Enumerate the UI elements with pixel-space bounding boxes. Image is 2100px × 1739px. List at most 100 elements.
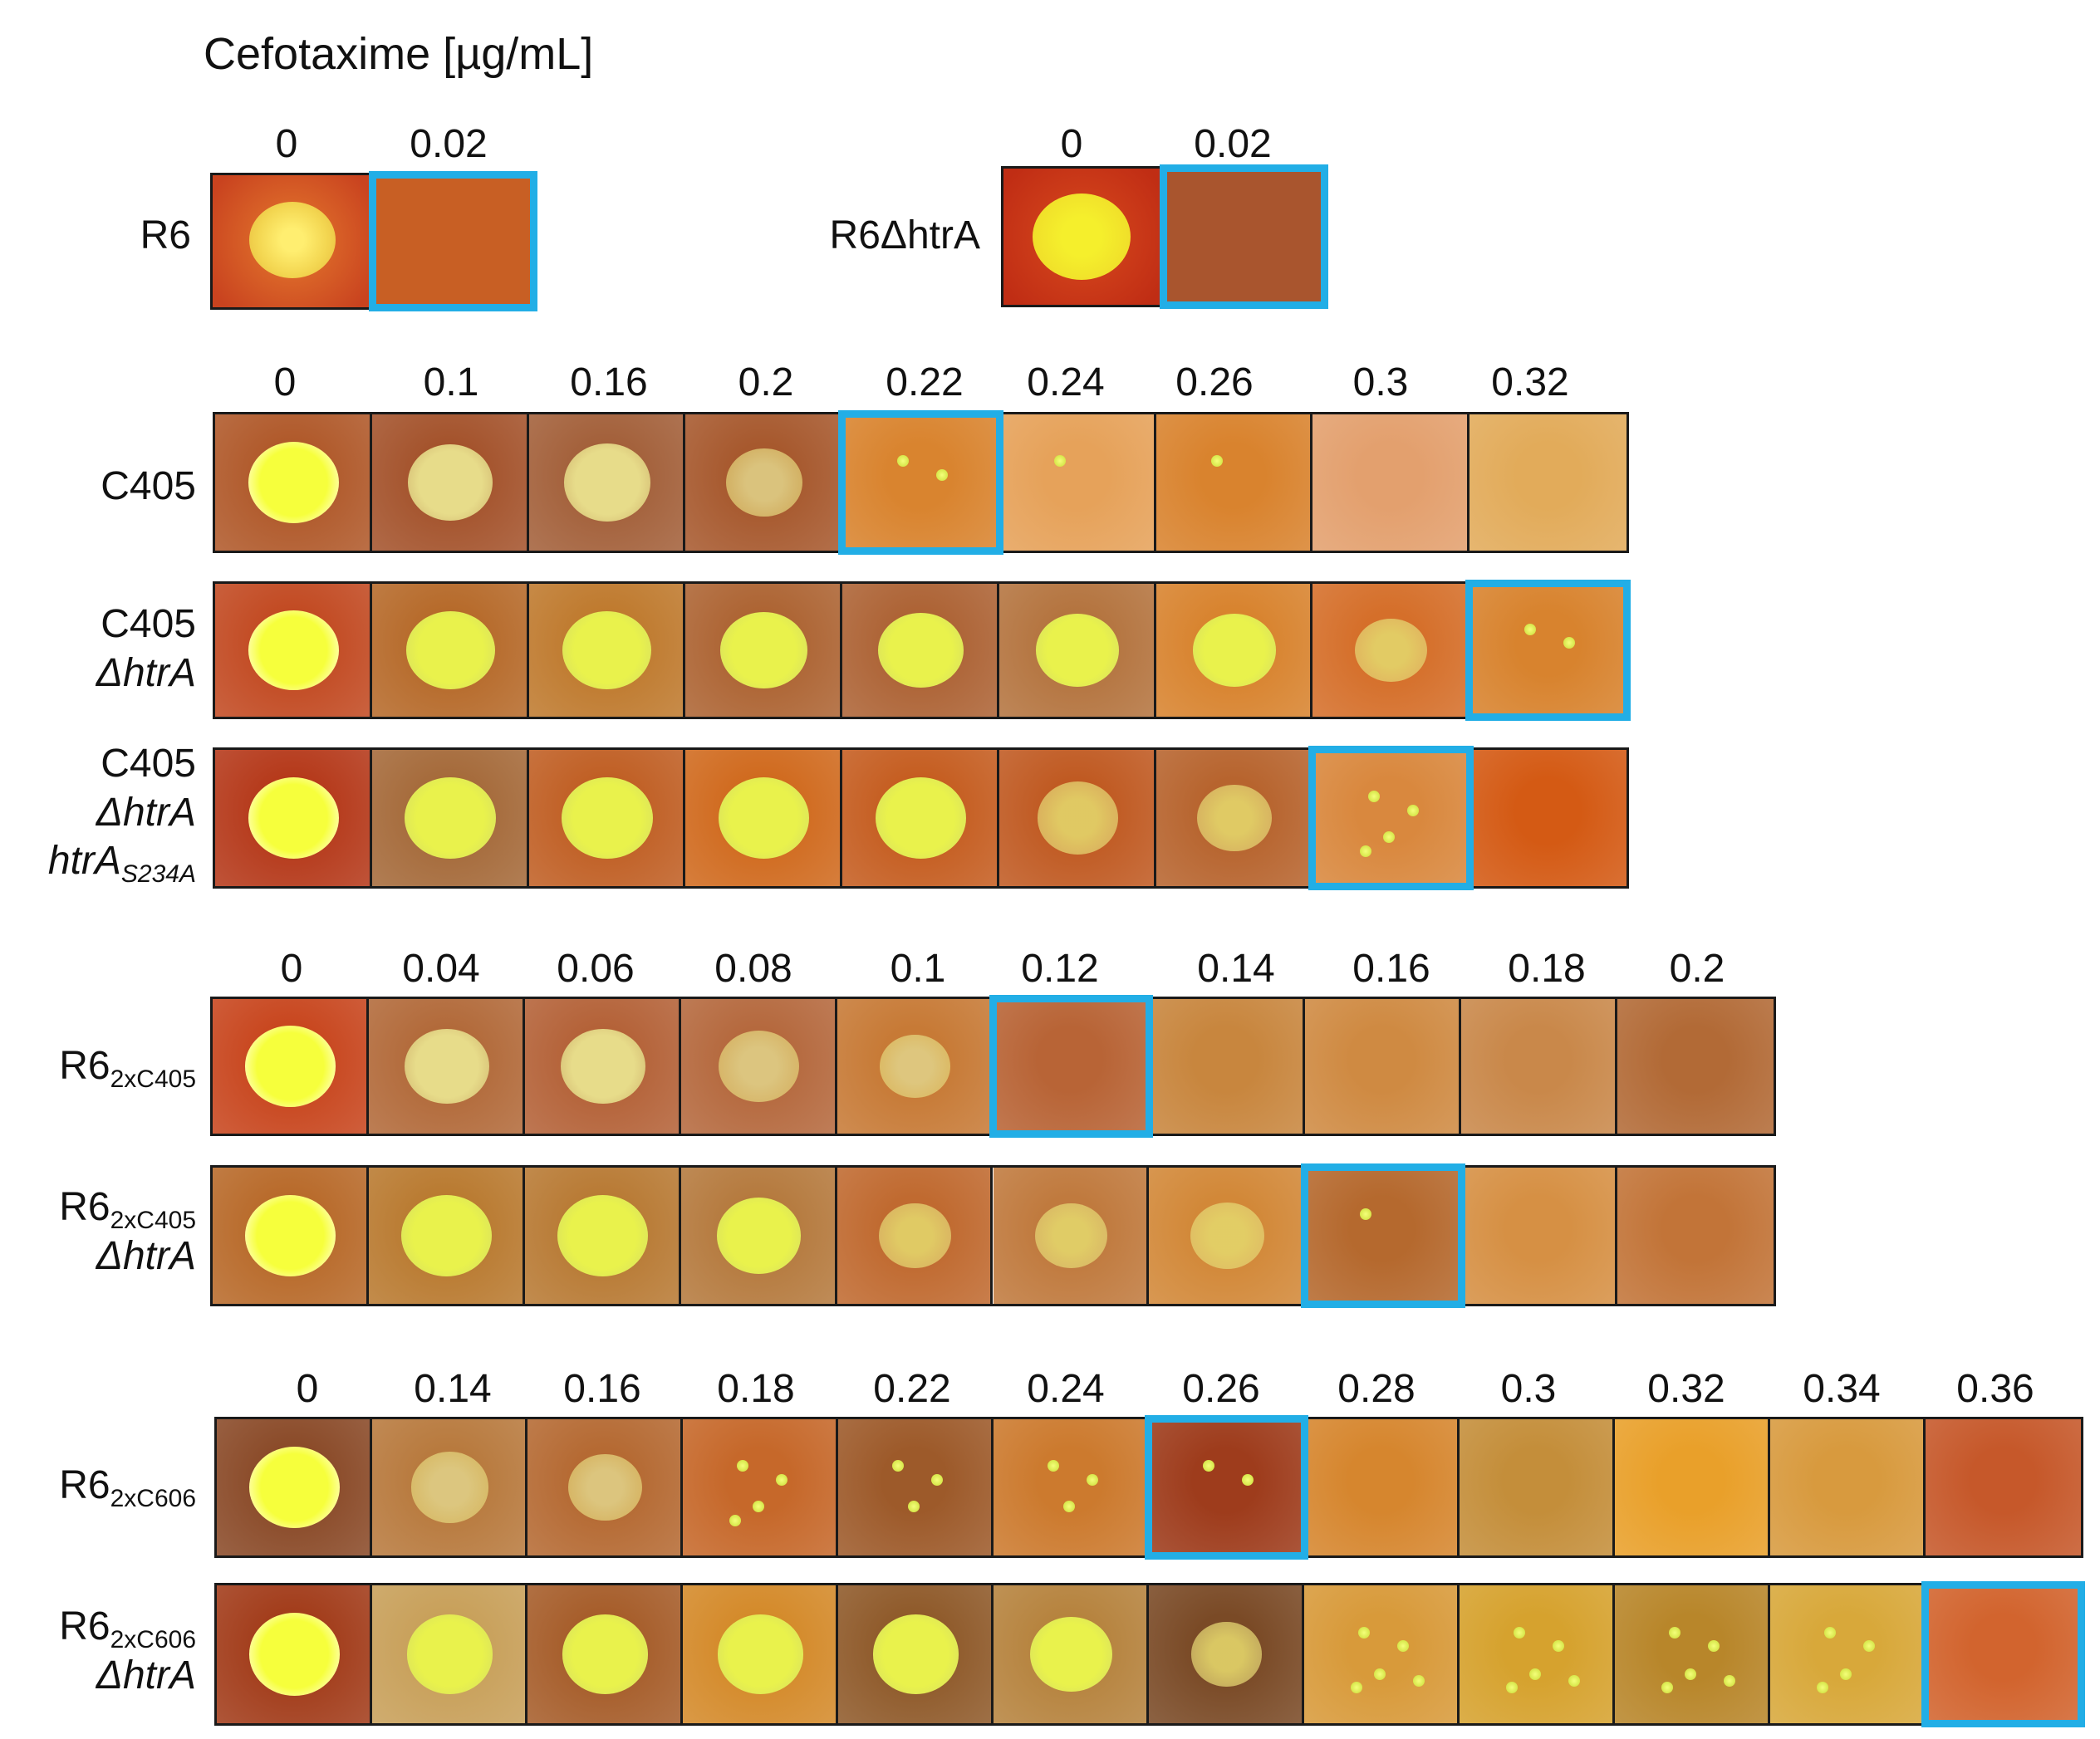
concentration-label: 0.16 <box>570 360 648 404</box>
plate-c405-s234a-0 <box>215 750 372 886</box>
plate-row-c405 <box>213 410 1629 555</box>
colony <box>1568 1674 1580 1687</box>
concentration-label: 0.1 <box>890 947 946 991</box>
bacterial-lawn <box>879 1203 951 1269</box>
bacterial-lawn <box>1197 784 1272 852</box>
plate-c405-s234a-0.16 <box>528 750 686 886</box>
bacterial-lawn <box>245 1194 336 1277</box>
colony <box>1360 845 1372 857</box>
bacterial-lawn <box>877 612 964 688</box>
strain-label-r6-2xc405-htra: R62xC405 ΔhtrA <box>59 1185 196 1278</box>
plate-r6-2xc405-htra-0.06 <box>524 1168 681 1304</box>
plate-c405-s234a-0.22 <box>842 750 999 886</box>
bacterial-lawn <box>725 448 802 517</box>
plate-c405-htra-0.22 <box>842 584 999 717</box>
colony <box>1563 637 1576 649</box>
plate-c405-0.3 <box>1312 414 1470 551</box>
plate-r6-2xc606-htra-0.18 <box>683 1585 838 1723</box>
colony <box>1669 1626 1681 1639</box>
plate-r6-2xc405-0.2 <box>1617 999 1774 1134</box>
plate-r6-2xc606-0.18 <box>683 1419 838 1555</box>
colony <box>1374 1668 1386 1680</box>
colony <box>1210 455 1223 468</box>
plate-r6-2xc606-0.24 <box>994 1419 1149 1555</box>
plate-r6-2xc606-htra-0.28 <box>1304 1585 1460 1723</box>
colony <box>1406 804 1419 816</box>
plate-c405-s234a-0.2 <box>685 750 843 886</box>
colony <box>737 1460 749 1472</box>
concentration-label: 0.12 <box>1021 947 1099 991</box>
colony <box>729 1514 742 1526</box>
concentration-label: 0.2 <box>738 360 794 404</box>
plate-c405-htra-0.2 <box>685 584 843 717</box>
plate-r6-2xc405-0.08 <box>680 999 837 1134</box>
colony <box>908 1501 920 1513</box>
plate-c405-htra-0.1 <box>371 584 529 717</box>
plate-r6-2xc606-0.34 <box>1770 1419 1926 1555</box>
bacterial-lawn <box>248 441 340 524</box>
bacterial-lawn <box>405 776 496 860</box>
bacterial-lawn <box>557 1194 649 1277</box>
colony <box>897 455 910 468</box>
plate-c405-htra-0.3 <box>1312 584 1470 717</box>
plate-r6-0.02 <box>369 171 537 311</box>
colony <box>936 468 949 481</box>
colony <box>1063 1501 1076 1513</box>
colony <box>1412 1674 1425 1687</box>
colony <box>1367 791 1380 803</box>
concentration-label: 0 <box>273 360 297 404</box>
colony <box>1524 624 1537 635</box>
plate-r6-2xc405-htra-0.14 <box>1149 1168 1306 1304</box>
concentration-label: 0.16 <box>563 1367 641 1411</box>
bacterial-lawn <box>1030 1616 1112 1692</box>
colony <box>1840 1668 1852 1680</box>
concentration-label: 0.28 <box>1337 1367 1416 1411</box>
bacterial-lawn <box>1193 614 1276 687</box>
plate-r6-2xc405-0.06 <box>524 999 681 1134</box>
colony <box>1708 1640 1720 1653</box>
colony <box>1358 1626 1371 1639</box>
plate-row-r6-htra <box>1001 164 1328 309</box>
concentration-label: 0.3 <box>1352 360 1409 404</box>
plate-r6-2xc606-htra-0.36 <box>1921 1581 2085 1727</box>
colony <box>1817 1682 1829 1694</box>
colony <box>753 1501 765 1513</box>
bacterial-lawn <box>406 1614 493 1694</box>
colony <box>1863 1640 1876 1653</box>
plate-row-r6-2xc405 <box>210 995 1776 1138</box>
concentration-label: 0 <box>280 947 303 991</box>
colony <box>1048 1460 1060 1472</box>
strain-label-r6-2xc606-htra: R62xC606 ΔhtrA <box>59 1604 196 1697</box>
bacterial-lawn <box>1034 1203 1107 1269</box>
plate-r6-2xc606-0.22 <box>838 1419 994 1555</box>
strain-label-r6-htra: R6ΔhtrA <box>829 213 980 257</box>
bacterial-lawn <box>720 612 807 688</box>
concentration-label: 0.34 <box>1803 1367 1881 1411</box>
plate-c405-s234a-0.26 <box>1155 750 1313 886</box>
concentration-label: 0.26 <box>1182 1367 1260 1411</box>
plate-r6-2xc405-0.04 <box>368 999 525 1134</box>
colony <box>1553 1640 1565 1653</box>
plate-r6-2xc606-0.28 <box>1304 1419 1460 1555</box>
plate-r6-2xc606-htra-0.24 <box>994 1585 1149 1723</box>
bacterial-lawn <box>1036 614 1120 687</box>
colony <box>1723 1674 1735 1687</box>
plate-r6-2xc405-htra-0.1 <box>837 1168 994 1304</box>
plate-r6-2xc606-0.14 <box>372 1419 527 1555</box>
strain-label-r6-2xc606: R62xC606 <box>59 1463 196 1512</box>
concentration-label: 0.22 <box>886 360 964 404</box>
concentration-label: 0.32 <box>1647 1367 1725 1411</box>
colony <box>1351 1682 1363 1694</box>
plate-row-r6-2xc405-htra <box>210 1163 1776 1308</box>
plate-r6-2xc405-0.16 <box>1305 999 1462 1134</box>
plate-r6-0 <box>213 175 373 307</box>
colony <box>892 1460 905 1472</box>
concentration-label: 0.18 <box>1508 947 1586 991</box>
plate-c405-s234a-0.32 <box>1470 750 1627 886</box>
bacterial-lawn <box>249 1613 340 1696</box>
concentration-label: 0.08 <box>714 947 792 991</box>
plate-r6-2xc606-htra-0.32 <box>1615 1585 1770 1723</box>
colony <box>1661 1682 1674 1694</box>
bacterial-lawn <box>716 1198 802 1274</box>
